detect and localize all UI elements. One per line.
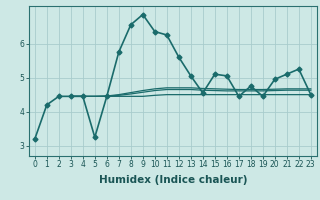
X-axis label: Humidex (Indice chaleur): Humidex (Indice chaleur) — [99, 175, 247, 185]
